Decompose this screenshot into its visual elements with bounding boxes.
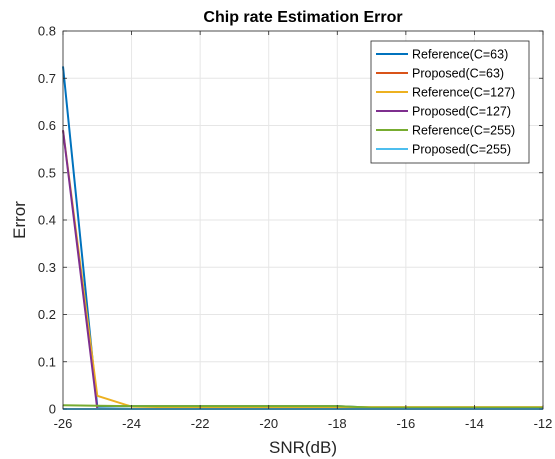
legend-label: Reference(C=127) [412,86,515,100]
y-tick-label: 0.7 [38,71,56,86]
series-line [62,404,543,409]
y-tick-label: 0.3 [38,260,56,275]
legend-label: Proposed(C=63) [412,67,504,81]
x-tick-label: -26 [54,416,73,431]
legend-box [370,40,530,164]
y-axis-label: Error [10,201,29,239]
y-tick-label: 0.6 [38,118,56,133]
y-tick-label: 0.8 [38,24,56,39]
legend-label: Reference(C=255) [412,124,515,138]
x-tick-label: -20 [259,416,278,431]
x-tick-label: -24 [122,416,141,431]
y-tick-label: 0.5 [38,165,56,180]
y-tick-label: 0.1 [38,354,56,369]
axis-ticks: -26 -24 -22 -20 -18 -16 -14 -12 0 0.1 0.2 0.3 0.4 0.5… [38,24,552,432]
x-tick-label: -12 [534,416,553,431]
y-tick-label: 0 [49,402,56,417]
legend-label: Proposed(C=127) [412,105,511,119]
x-tick-label: -14 [465,416,484,431]
x-tick-label: -16 [396,416,415,431]
x-tick-label: -22 [191,416,210,431]
x-axis-label: SNR(dB) [269,438,337,457]
legend-label: Reference(C=63) [412,48,508,62]
chart-title: Chip rate Estimation Error [203,9,402,26]
y-tick-label: 0.2 [38,307,56,322]
x-tick-label: -18 [328,416,347,431]
y-tick-label: 0.4 [38,213,56,228]
legend-label: Proposed(C=255) [412,143,511,157]
legend: Reference(C=63) Proposed(C=63) Reference(C… [370,40,530,164]
